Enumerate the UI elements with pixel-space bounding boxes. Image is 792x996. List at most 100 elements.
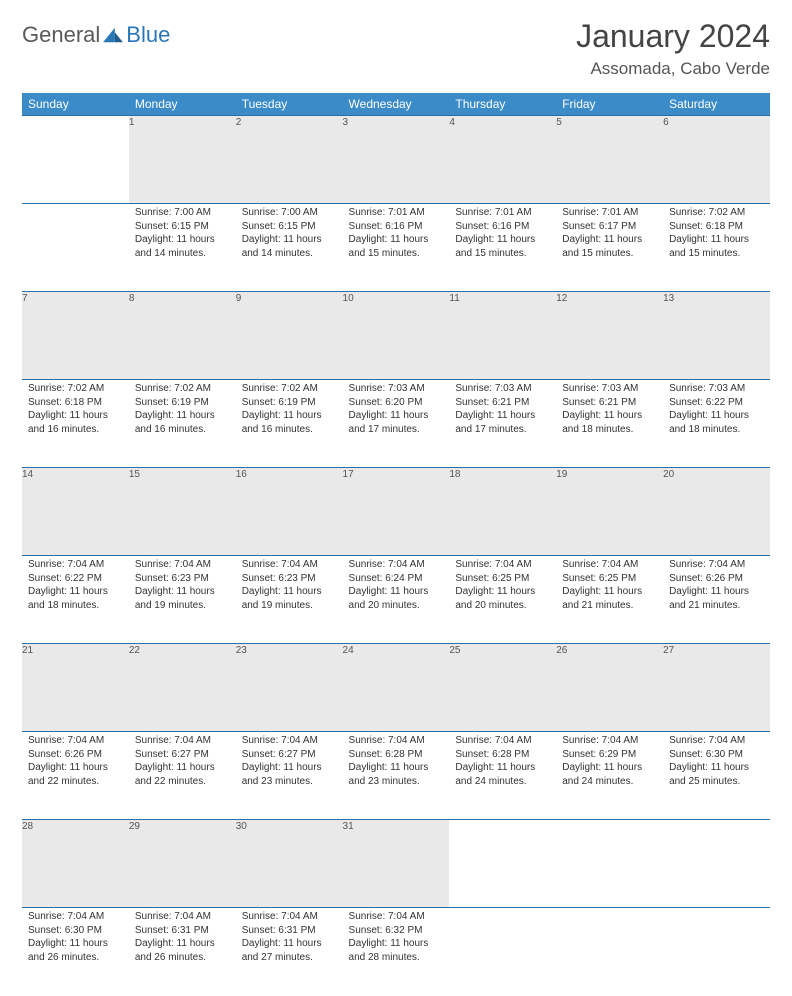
month-title: January 2024 [576,18,770,55]
day-cell: Sunrise: 7:04 AMSunset: 6:30 PMDaylight:… [22,908,129,996]
header: General Blue January 2024 Assomada, Cabo… [22,18,770,79]
sunset-line: Sunset: 6:21 PM [455,396,550,410]
sunrise-line: Sunrise: 7:04 AM [242,910,337,924]
day-number: 7 [22,292,129,380]
day-cell [556,908,663,996]
sunset-line: Sunset: 6:18 PM [669,220,764,234]
day-number-row: 14151617181920 [22,468,770,556]
day-cell-info: Sunrise: 7:04 AMSunset: 6:28 PMDaylight:… [343,732,450,794]
day-number: 14 [22,468,129,556]
day-cell-info: Sunrise: 7:03 AMSunset: 6:21 PMDaylight:… [556,380,663,442]
day-number: 18 [449,468,556,556]
day-cell-info: Sunrise: 7:04 AMSunset: 6:32 PMDaylight:… [343,908,450,970]
daylight-line: Daylight: 11 hours and 16 minutes. [242,409,337,436]
sunrise-line: Sunrise: 7:02 AM [242,382,337,396]
day-cell: Sunrise: 7:04 AMSunset: 6:26 PMDaylight:… [663,556,770,644]
day-cell: Sunrise: 7:03 AMSunset: 6:21 PMDaylight:… [556,380,663,468]
day-cell: Sunrise: 7:02 AMSunset: 6:18 PMDaylight:… [22,380,129,468]
day-cell: Sunrise: 7:04 AMSunset: 6:25 PMDaylight:… [556,556,663,644]
day-info-row: Sunrise: 7:00 AMSunset: 6:15 PMDaylight:… [22,204,770,292]
day-cell: Sunrise: 7:01 AMSunset: 6:16 PMDaylight:… [343,204,450,292]
day-cell [449,908,556,996]
daylight-line: Daylight: 11 hours and 18 minutes. [562,409,657,436]
daylight-line: Daylight: 11 hours and 26 minutes. [135,937,230,964]
day-cell-info: Sunrise: 7:04 AMSunset: 6:28 PMDaylight:… [449,732,556,794]
sunset-line: Sunset: 6:32 PM [349,924,444,938]
day-cell: Sunrise: 7:04 AMSunset: 6:27 PMDaylight:… [236,732,343,820]
day-number: 17 [343,468,450,556]
daylight-line: Daylight: 11 hours and 23 minutes. [242,761,337,788]
day-cell: Sunrise: 7:04 AMSunset: 6:24 PMDaylight:… [343,556,450,644]
day-number: 27 [663,644,770,732]
sunrise-line: Sunrise: 7:04 AM [242,734,337,748]
day-cell: Sunrise: 7:02 AMSunset: 6:18 PMDaylight:… [663,204,770,292]
day-cell: Sunrise: 7:04 AMSunset: 6:27 PMDaylight:… [129,732,236,820]
daylight-line: Daylight: 11 hours and 20 minutes. [455,585,550,612]
day-cell: Sunrise: 7:04 AMSunset: 6:29 PMDaylight:… [556,732,663,820]
daylight-line: Daylight: 11 hours and 18 minutes. [669,409,764,436]
sunset-line: Sunset: 6:15 PM [242,220,337,234]
day-number: 3 [343,116,450,204]
sunrise-line: Sunrise: 7:00 AM [135,206,230,220]
day-cell: Sunrise: 7:04 AMSunset: 6:26 PMDaylight:… [22,732,129,820]
sunset-line: Sunset: 6:27 PM [135,748,230,762]
col-wednesday: Wednesday [343,93,450,116]
sunset-line: Sunset: 6:22 PM [669,396,764,410]
day-cell: Sunrise: 7:04 AMSunset: 6:23 PMDaylight:… [129,556,236,644]
sunrise-line: Sunrise: 7:00 AM [242,206,337,220]
day-cell-info: Sunrise: 7:04 AMSunset: 6:24 PMDaylight:… [343,556,450,618]
sunset-line: Sunset: 6:26 PM [669,572,764,586]
sunrise-line: Sunrise: 7:03 AM [669,382,764,396]
day-cell-info: Sunrise: 7:04 AMSunset: 6:29 PMDaylight:… [556,732,663,794]
daylight-line: Daylight: 11 hours and 27 minutes. [242,937,337,964]
daylight-line: Daylight: 11 hours and 18 minutes. [28,585,123,612]
col-monday: Monday [129,93,236,116]
day-cell-info: Sunrise: 7:02 AMSunset: 6:18 PMDaylight:… [22,380,129,442]
sunset-line: Sunset: 6:29 PM [562,748,657,762]
title-block: January 2024 Assomada, Cabo Verde [576,18,770,79]
day-number: 19 [556,468,663,556]
day-number: 4 [449,116,556,204]
sunset-line: Sunset: 6:23 PM [135,572,230,586]
sunset-line: Sunset: 6:30 PM [669,748,764,762]
sunrise-line: Sunrise: 7:04 AM [28,734,123,748]
day-cell: Sunrise: 7:04 AMSunset: 6:23 PMDaylight:… [236,556,343,644]
day-cell-info: Sunrise: 7:03 AMSunset: 6:21 PMDaylight:… [449,380,556,442]
sunset-line: Sunset: 6:23 PM [242,572,337,586]
sunset-line: Sunset: 6:31 PM [242,924,337,938]
day-cell: Sunrise: 7:04 AMSunset: 6:25 PMDaylight:… [449,556,556,644]
day-cell-info: Sunrise: 7:02 AMSunset: 6:19 PMDaylight:… [129,380,236,442]
day-number: 2 [236,116,343,204]
day-cell-info: Sunrise: 7:04 AMSunset: 6:31 PMDaylight:… [129,908,236,970]
day-cell-info: Sunrise: 7:01 AMSunset: 6:17 PMDaylight:… [556,204,663,266]
sunset-line: Sunset: 6:30 PM [28,924,123,938]
day-cell-info: Sunrise: 7:04 AMSunset: 6:22 PMDaylight:… [22,556,129,618]
day-number: 1 [129,116,236,204]
day-info-row: Sunrise: 7:04 AMSunset: 6:22 PMDaylight:… [22,556,770,644]
daylight-line: Daylight: 11 hours and 15 minutes. [349,233,444,260]
calendar-table: Sunday Monday Tuesday Wednesday Thursday… [22,93,770,996]
day-cell-info: Sunrise: 7:02 AMSunset: 6:18 PMDaylight:… [663,204,770,266]
day-number: 25 [449,644,556,732]
sunset-line: Sunset: 6:16 PM [349,220,444,234]
sunrise-line: Sunrise: 7:02 AM [669,206,764,220]
daylight-line: Daylight: 11 hours and 17 minutes. [349,409,444,436]
day-number-row: 21222324252627 [22,644,770,732]
day-number [22,116,129,204]
day-number: 21 [22,644,129,732]
daylight-line: Daylight: 11 hours and 24 minutes. [562,761,657,788]
sunrise-line: Sunrise: 7:04 AM [562,734,657,748]
daylight-line: Daylight: 11 hours and 17 minutes. [455,409,550,436]
day-cell: Sunrise: 7:01 AMSunset: 6:17 PMDaylight:… [556,204,663,292]
day-cell-info: Sunrise: 7:04 AMSunset: 6:25 PMDaylight:… [449,556,556,618]
daylight-line: Daylight: 11 hours and 15 minutes. [669,233,764,260]
sunset-line: Sunset: 6:28 PM [455,748,550,762]
sunset-line: Sunset: 6:31 PM [135,924,230,938]
daylight-line: Daylight: 11 hours and 19 minutes. [135,585,230,612]
day-cell-info: Sunrise: 7:02 AMSunset: 6:19 PMDaylight:… [236,380,343,442]
sunset-line: Sunset: 6:18 PM [28,396,123,410]
sunrise-line: Sunrise: 7:04 AM [562,558,657,572]
daylight-line: Daylight: 11 hours and 19 minutes. [242,585,337,612]
sunrise-line: Sunrise: 7:03 AM [349,382,444,396]
brand-triangle-icon [102,26,124,44]
